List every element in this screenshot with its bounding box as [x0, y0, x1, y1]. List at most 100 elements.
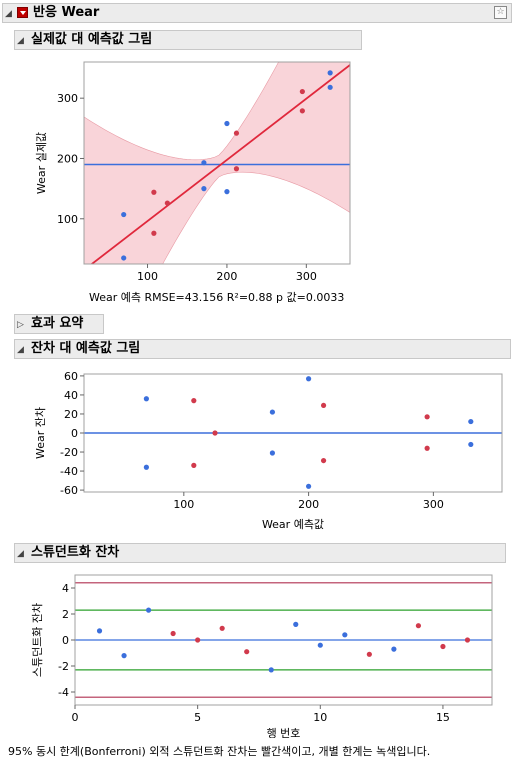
x-tick-label: 300 [423, 498, 444, 511]
data-point[interactable] [424, 445, 430, 451]
data-point[interactable] [212, 430, 218, 436]
y-axis-label: Wear 실제값 [35, 132, 48, 194]
y-tick-label: 4 [62, 582, 69, 595]
data-point[interactable] [244, 649, 250, 655]
x-tick-label: 10 [313, 711, 327, 724]
data-point[interactable] [424, 414, 430, 420]
x-tick-label: 100 [137, 270, 158, 283]
disclosure-triangle-icon[interactable]: ◢ [17, 345, 24, 355]
data-point[interactable] [224, 189, 230, 195]
section-title: 실제값 대 예측값 그림 [31, 32, 153, 47]
data-point[interactable] [440, 643, 446, 650]
data-point[interactable] [268, 667, 274, 673]
data-point[interactable] [191, 398, 197, 404]
plot-area [75, 582, 492, 698]
x-tick-label: 200 [216, 270, 237, 283]
data-point[interactable] [121, 255, 127, 261]
data-point[interactable] [195, 637, 201, 643]
disclosure-triangle-icon[interactable]: ◢ [17, 549, 24, 559]
data-point[interactable] [233, 166, 240, 172]
plot-area [84, 62, 350, 264]
section-residual-vs-predicted: ◢ 잔차 대 예측값 그림 [14, 339, 511, 359]
section-title: 스튜던트화 잔차 [31, 545, 120, 560]
actual-by-predicted-plot: 100 200 300 100 200 300 Wear 예측 RMSE=43.156 R²… [35, 61, 351, 304]
disclosure-triangle-icon[interactable]: ▷ [17, 320, 24, 330]
data-point[interactable] [143, 464, 149, 470]
data-point[interactable] [299, 88, 305, 95]
x-axis-label: Wear 예측값 [262, 518, 324, 531]
x-tick-label: 0 [72, 711, 79, 724]
data-point[interactable] [415, 623, 422, 629]
data-point[interactable] [191, 462, 197, 468]
x-tick-label: 100 [173, 498, 194, 511]
x-tick-label: 5 [194, 711, 201, 724]
studentized-residual-plot: 0 5 10 15 -4 -2 0 2 4 행 번호 스튜던트화 잔차 [31, 574, 493, 738]
data-point[interactable] [143, 396, 149, 402]
residual-by-predicted-plot: 100 200 300 -60 -40 -20 0 20 40 60 Wear 예측값 Wear 잔차 [34, 370, 503, 531]
data-point[interactable] [219, 625, 225, 631]
data-point[interactable] [151, 189, 157, 195]
data-point[interactable] [224, 120, 230, 127]
section-studentized-residuals: ◢ 스튜던트화 잔차 [14, 543, 506, 563]
red-triangle-menu-icon[interactable] [17, 7, 28, 18]
data-point[interactable] [327, 84, 333, 90]
plot-area [84, 376, 502, 489]
data-point[interactable] [366, 651, 372, 657]
y-tick-label: 300 [57, 92, 78, 105]
fit-line [90, 64, 350, 264]
section-title: 효과 요약 [31, 316, 84, 331]
data-point[interactable] [170, 630, 176, 637]
footnote: 95% 동시 한계(Bonferroni) 외적 스튜던트화 잔차는 빨간색이고… [8, 745, 431, 758]
y-tick-label: 200 [57, 152, 78, 165]
y-tick-label: -20 [60, 446, 78, 459]
section-title: 잔차 대 예측값 그림 [31, 341, 141, 356]
data-point[interactable] [269, 409, 276, 415]
y-tick-label: 2 [62, 608, 69, 621]
data-point[interactable] [391, 646, 397, 652]
data-point[interactable] [201, 186, 207, 192]
y-tick-label: 60 [64, 370, 78, 383]
disclosure-triangle-icon[interactable]: ◢ [17, 36, 24, 46]
data-point[interactable] [327, 70, 333, 76]
y-axis-label: 스튜던트화 잔차 [31, 603, 44, 677]
y-tick-label: 40 [64, 389, 78, 402]
y-tick-label: -4 [58, 686, 69, 699]
data-point[interactable] [317, 642, 323, 648]
data-point[interactable] [464, 637, 471, 643]
data-point[interactable] [201, 160, 207, 166]
data-point[interactable] [145, 607, 152, 613]
data-point[interactable] [151, 230, 157, 236]
section-actual-vs-predicted: ◢ 실제값 대 예측값 그림 [14, 30, 362, 50]
y-tick-label: 0 [62, 634, 69, 647]
report-header: ◢ 반응 Wear ☆ [2, 3, 512, 23]
data-point[interactable] [96, 628, 103, 634]
disclosure-triangle-icon[interactable]: ◢ [5, 9, 12, 19]
data-point[interactable] [121, 653, 127, 659]
star-icon[interactable]: ☆ [494, 6, 507, 19]
y-tick-label: -60 [60, 484, 78, 497]
data-point[interactable] [299, 108, 305, 114]
data-point[interactable] [305, 483, 312, 489]
data-point[interactable] [305, 376, 312, 382]
y-axis-label: Wear 잔차 [34, 407, 47, 459]
y-tick-label: -2 [58, 660, 69, 673]
report-title: 반응 Wear [33, 5, 100, 20]
data-point[interactable] [468, 418, 474, 425]
data-point[interactable] [164, 200, 170, 206]
section-effect-summary[interactable]: ▷ 효과 요약 [14, 314, 104, 334]
data-point[interactable] [342, 632, 348, 638]
data-point[interactable] [320, 457, 327, 464]
data-point[interactable] [468, 441, 474, 448]
x-tick-label: 15 [436, 711, 450, 724]
x-axis-label: 행 번호 [267, 727, 301, 738]
y-tick-label: 0 [71, 427, 78, 440]
data-point[interactable] [233, 130, 240, 136]
confidence-band [84, 62, 350, 264]
data-point[interactable] [121, 211, 127, 218]
data-point[interactable] [293, 621, 299, 627]
data-point[interactable] [320, 402, 327, 409]
data-point[interactable] [269, 450, 276, 456]
x-tick-label: 200 [298, 498, 319, 511]
plot-frame [83, 61, 351, 265]
y-tick-label: -40 [60, 465, 78, 478]
